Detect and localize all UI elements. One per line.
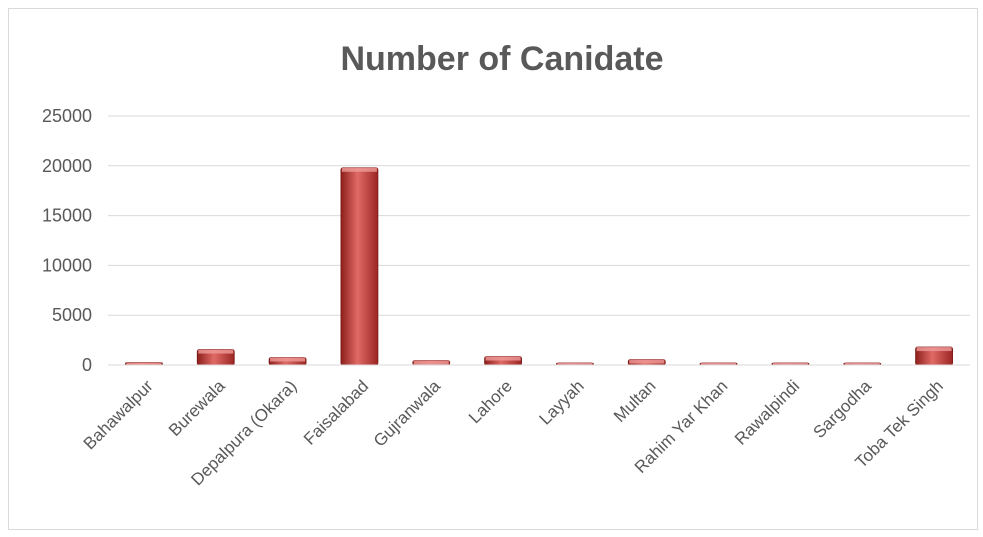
- x-category-label: Bahawalpur: [80, 376, 157, 453]
- chart-title: Number of Canidate: [340, 40, 663, 78]
- x-category-label: Burewala: [165, 376, 229, 440]
- x-category-label: Sargodha: [810, 376, 876, 442]
- x-category-label: Lahore: [465, 376, 516, 427]
- bar-gujranwala: [412, 360, 451, 366]
- y-tick-label: 15000: [42, 206, 92, 226]
- bar-multan: [627, 359, 666, 366]
- x-category-label: Rawalpindi: [731, 376, 803, 448]
- x-category-label: Layyah: [536, 376, 588, 428]
- x-category-label: Faisalabad: [300, 376, 372, 448]
- bar-lahore: [484, 356, 522, 366]
- x-category-label: Multan: [610, 376, 660, 426]
- y-tick-label: 10000: [42, 255, 92, 275]
- y-tick-label: 20000: [42, 156, 92, 176]
- bar-faisalabad: [340, 167, 379, 366]
- y-axis-ticks: 0 5000 10000 15000 20000 25000: [42, 106, 92, 375]
- gridlines: [108, 115, 970, 316]
- x-category-label: Gujranwala: [370, 376, 445, 451]
- y-tick-label: 0: [82, 355, 92, 375]
- y-tick-label: 5000: [52, 305, 92, 325]
- bars: [125, 167, 953, 366]
- bar-burewala: [196, 349, 235, 366]
- y-tick-label: 25000: [42, 106, 92, 126]
- chart-frame: [8, 8, 978, 530]
- bar-depalpura-okara: [268, 357, 307, 366]
- bar-toba-tek-singh: [915, 346, 953, 366]
